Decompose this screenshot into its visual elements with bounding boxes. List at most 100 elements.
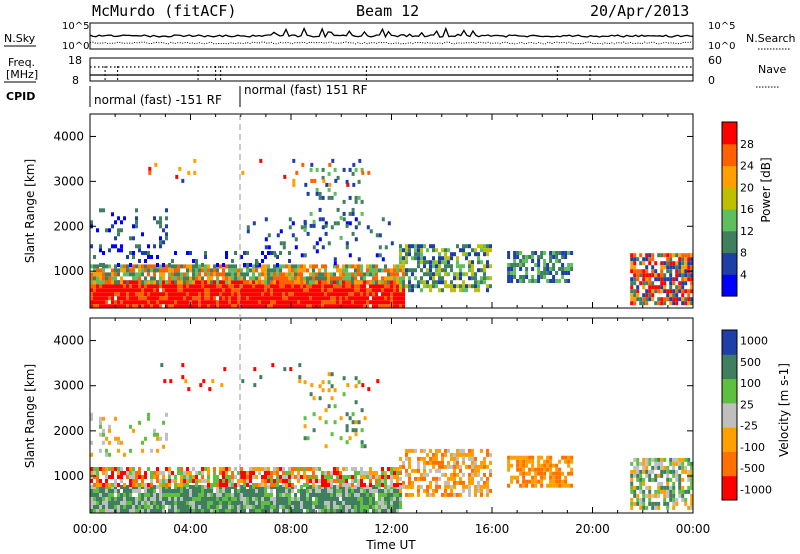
velocity-cell-core: [345, 505, 348, 509]
velocity-cell-patch: [453, 476, 456, 481]
power-cell-core: [285, 300, 288, 305]
velocity-cell-core: [261, 505, 264, 509]
velocity-cell-patch: [474, 464, 477, 469]
power-cell-upper: [306, 276, 309, 281]
power-cell-haze: [276, 263, 279, 267]
power-cell-scatter: [102, 208, 105, 213]
velocity-cell-patch: [690, 501, 694, 506]
power-cell-patch: [567, 251, 571, 255]
velocity-cell-core: [288, 493, 291, 497]
velocity-cell-patch: [690, 481, 694, 486]
power-cell-core: [393, 292, 396, 297]
power-cell-patch: [510, 271, 514, 275]
power-cell-upper: [132, 264, 135, 269]
velocity-cell-core: [105, 497, 108, 501]
power-cell-core: [153, 292, 156, 297]
velocity-cell-upper: [207, 479, 210, 483]
power-cell-patch: [549, 255, 553, 259]
power-cell-core: [252, 292, 255, 297]
power-cell-patch: [630, 261, 634, 266]
velocity-cell-patch: [480, 448, 483, 453]
velocity-cell-patch: [690, 497, 694, 502]
power-cell-upper: [111, 272, 114, 277]
power-cell-patch: [402, 260, 405, 265]
power-cell-upper: [210, 268, 213, 273]
velocity-cell-plume: [312, 428, 316, 433]
velocity-cell-upper: [240, 475, 243, 479]
velocity-cell-patch: [636, 465, 640, 470]
velocity-cell-patch: [639, 461, 643, 466]
power-cell-core: [168, 288, 171, 293]
power-colorbar-tick: 24: [740, 160, 754, 173]
velocity-cell-upper: [303, 483, 306, 487]
power-cell-upper: [159, 280, 162, 285]
velocity-cell-patch: [540, 455, 544, 460]
power-cell-core: [294, 284, 297, 289]
velocity-cell-upper: [264, 479, 267, 483]
power-cell-upper: [126, 268, 129, 273]
velocity-cell-core: [201, 509, 204, 513]
power-cell-upper: [99, 280, 102, 285]
power-cell-patch: [636, 269, 640, 274]
velocity-cell-upper: [225, 467, 228, 471]
power-cell-scatter: [105, 228, 108, 233]
power-cell-patch: [513, 267, 517, 271]
power-cell-core: [219, 288, 222, 293]
velocity-cell-patch: [456, 464, 459, 469]
velocity-cell-patch: [642, 481, 646, 486]
velocity-cell-upper: [312, 479, 315, 483]
velocity-cell-patch: [681, 497, 685, 502]
power-cell-plume: [312, 223, 316, 228]
velocity-cell-core: [282, 501, 285, 505]
power-cell-core: [324, 284, 327, 289]
power-cell-core: [321, 288, 324, 293]
velocity-cell-core: [90, 493, 93, 497]
power-cell-upper: [399, 264, 402, 269]
velocity-cell-core: [222, 497, 225, 501]
power-cell-plume: [342, 199, 346, 204]
velocity-cell-core: [156, 509, 159, 513]
power-cell-upper: [186, 272, 189, 277]
power-cell-patch: [432, 276, 435, 281]
power-cell-scatter: [291, 233, 295, 238]
velocity-cell-patch: [537, 459, 541, 464]
power-cell-core: [213, 284, 216, 289]
velocity-cell-core: [177, 497, 180, 501]
power-cell-upper: [168, 272, 171, 277]
power-cell-core: [153, 296, 156, 301]
power-cell-haze: [222, 263, 225, 267]
power-cell-plume: [357, 179, 361, 184]
velocity-cell-patch: [555, 479, 559, 484]
velocity-cell-patch: [462, 488, 465, 493]
velocity-cell-patch: [519, 459, 523, 464]
velocity-cell-patch: [663, 485, 667, 490]
velocity-cell-patch: [432, 464, 435, 469]
velocity-cell-patch: [429, 480, 432, 485]
velocity-cell-upper: [330, 483, 333, 487]
velocity-cell-upper: [288, 475, 291, 479]
power-cell-upper: [180, 280, 183, 285]
velocity-cell-patch: [681, 493, 685, 498]
power-cell-upper: [147, 280, 150, 285]
power-cell-core: [198, 304, 201, 309]
velocity-colorbar-swatch: [722, 330, 737, 355]
power-cell-core: [99, 292, 102, 297]
velocity-colorbar-tick: -500: [740, 462, 765, 475]
velocity-cell-upper: [150, 471, 153, 475]
power-cell-core: [384, 284, 387, 289]
power-cell-upper: [129, 268, 132, 273]
velocity-cell-core: [342, 501, 345, 505]
velocity-cell-patch: [648, 485, 652, 490]
velocity-cell-patch: [453, 468, 456, 473]
velocity-cell-upper: [375, 479, 378, 483]
power-cell-scatter: [153, 244, 156, 249]
velocity-cell-core: [252, 497, 255, 501]
velocity-cell-core: [234, 509, 237, 513]
power-colorbar-tick: 12: [740, 225, 754, 238]
power-cell-patch: [513, 271, 517, 275]
velocity-cell-patch: [486, 488, 489, 493]
velocity-cell-scatter: [90, 412, 93, 417]
velocity-cell-patch: [690, 493, 694, 498]
velocity-cell-patch: [435, 488, 438, 493]
power-cell-core: [108, 284, 111, 289]
